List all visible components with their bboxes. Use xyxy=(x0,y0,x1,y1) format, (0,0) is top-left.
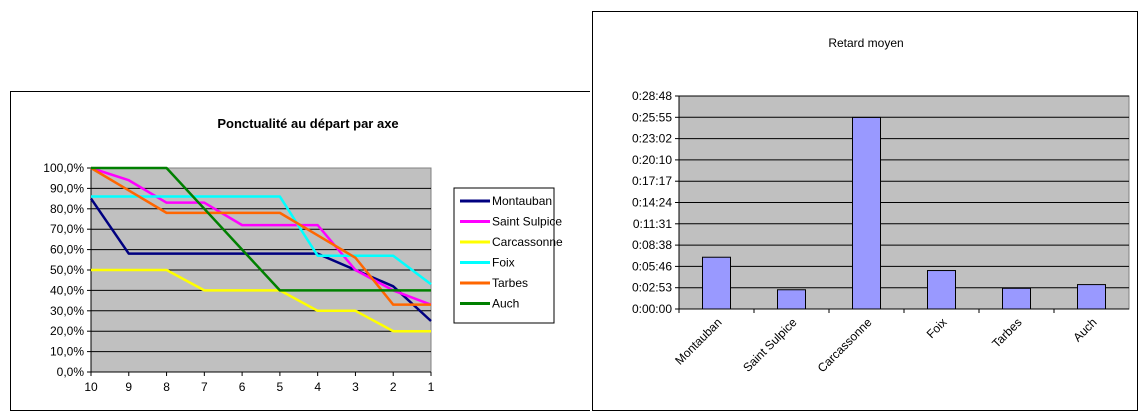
legend-label: Montauban xyxy=(492,194,552,208)
y-tick-label: 0:23:02 xyxy=(632,132,672,146)
y-tick-label: 70,0% xyxy=(50,222,84,236)
y-tick-label: 0:02:53 xyxy=(632,281,672,295)
punctuality-chart-panel: Ponctualité au départ par axe 100,0% 90,0%… xyxy=(10,91,590,411)
y-tick-label: 20,0% xyxy=(50,324,84,338)
y-tick-label: 30,0% xyxy=(50,304,84,318)
y-tick-label: 0:25:55 xyxy=(632,110,672,124)
x-tick-label: Saint Sulpice xyxy=(740,315,800,375)
bar-tarbes xyxy=(1002,287,1031,310)
legend-label: Tarbes xyxy=(492,276,528,290)
y-tick-label: 0:00:00 xyxy=(632,302,672,316)
bar-foix xyxy=(927,270,956,310)
x-tick-label: 3 xyxy=(352,380,359,394)
legend-label: Carcassonne xyxy=(492,235,563,249)
series-line-foix xyxy=(91,195,432,286)
series-line-tarbes xyxy=(90,166,431,306)
x-tick-label: 10 xyxy=(84,380,98,394)
bar-auch xyxy=(1077,284,1106,310)
chart-title: Ponctualité au départ par axe xyxy=(217,116,398,131)
y-tick-label: 10,0% xyxy=(50,345,84,359)
x-tick-label: 4 xyxy=(314,380,321,394)
x-tick-label: 8 xyxy=(163,380,170,394)
y-tick-label: 0:08:38 xyxy=(632,238,672,252)
y-tick-label: 0:28:48 xyxy=(632,89,672,103)
legend-label: Auch xyxy=(492,297,519,311)
delay-chart-panel: Retard moyen 0:28:48 0:25:55 0:23:02 0:20:10… xyxy=(592,11,1138,411)
x-tick-label: Tarbes xyxy=(989,315,1024,350)
y-tick-label: 60,0% xyxy=(50,243,84,257)
y-tick-label: 100,0% xyxy=(43,161,84,175)
chart-title: Retard moyen xyxy=(828,36,903,50)
average-delay-bar-chart: Retard moyen 0:28:48 0:25:55 0:23:02 0:20:10… xyxy=(632,36,1130,375)
x-tick-label: 2 xyxy=(390,380,397,394)
bar-saint-sulpice xyxy=(777,289,806,310)
legend-label: Foix xyxy=(492,256,515,270)
series-line-montauban xyxy=(89,197,432,322)
y-tick-label: 90,0% xyxy=(50,181,84,195)
x-tick-label: Montauban xyxy=(672,315,724,367)
y-tick-label: 50,0% xyxy=(50,263,84,277)
bar-carcassonne xyxy=(852,116,881,310)
x-tick-label: Foix xyxy=(924,315,950,341)
y-tick-label: 0:11:31 xyxy=(633,217,672,231)
x-tick-label: 1 xyxy=(428,380,435,394)
series-line-auch xyxy=(91,166,431,292)
series-line-carcassonne xyxy=(91,268,431,333)
legend-box xyxy=(453,187,555,324)
y-tick-label: 0:17:17 xyxy=(632,174,672,188)
y-tick-label: 0:14:24 xyxy=(632,196,672,210)
y-tick-label: 0,0% xyxy=(57,365,85,379)
x-tick-label: 9 xyxy=(125,380,132,394)
y-tick-label: 40,0% xyxy=(50,283,84,297)
y-tick-label: 0:05:46 xyxy=(632,259,672,273)
x-tick-label: 7 xyxy=(201,380,208,394)
y-tick-label: 80,0% xyxy=(50,202,84,216)
x-tick-label: Carcassonne xyxy=(815,315,875,375)
x-tick-label: 5 xyxy=(277,380,284,394)
bar-montauban xyxy=(702,256,731,310)
y-tick-label: 0:20:10 xyxy=(632,153,672,167)
x-tick-label: 6 xyxy=(239,380,246,394)
legend-label: Saint Sulpice xyxy=(492,215,562,229)
punctuality-line-chart: Ponctualité au départ par axe100,0%90,0%… xyxy=(43,116,563,394)
x-tick-label: Auch xyxy=(1070,315,1099,344)
